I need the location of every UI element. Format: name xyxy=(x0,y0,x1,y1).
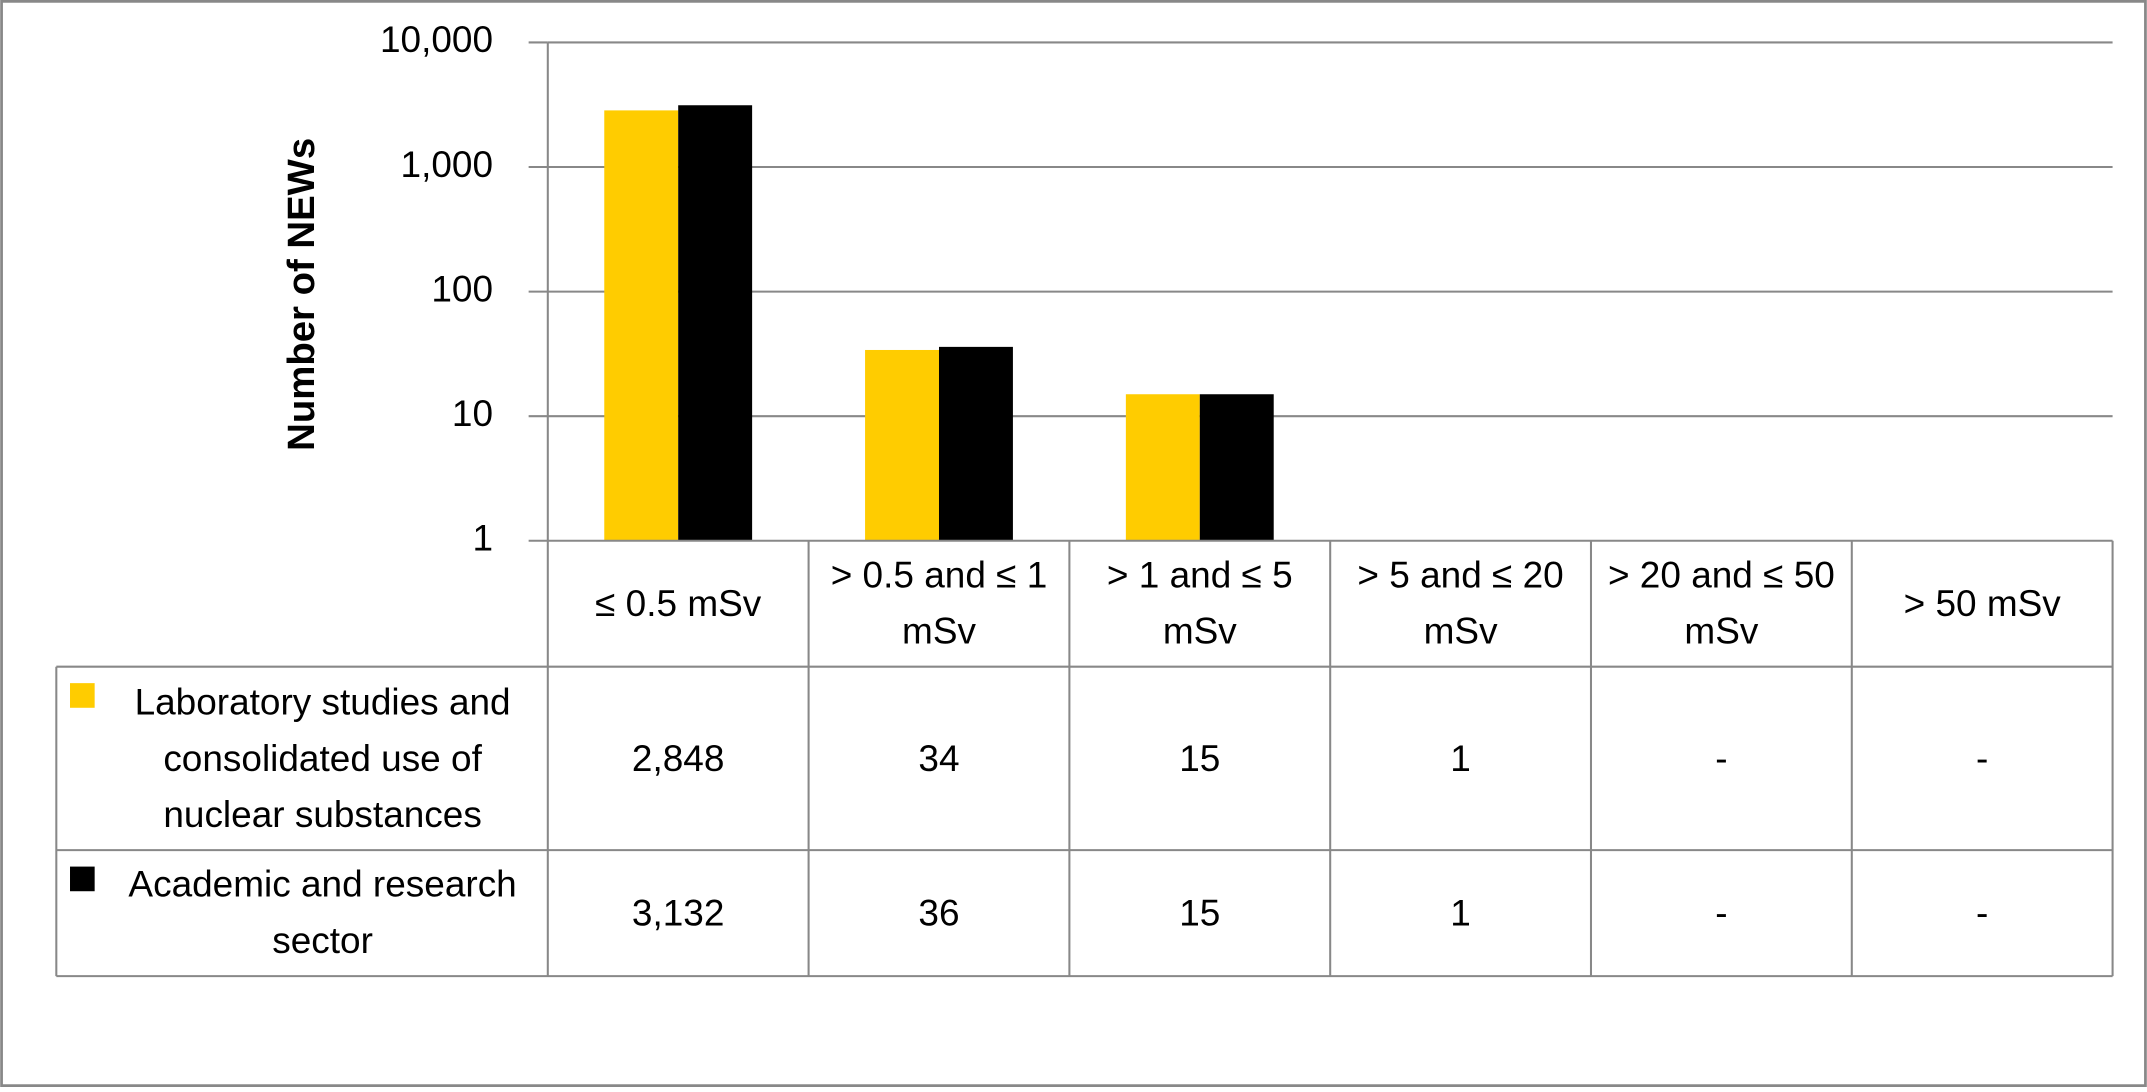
value-label: - xyxy=(1715,737,1728,779)
value-label: - xyxy=(1976,737,1989,779)
table-cell: 3,132 xyxy=(631,891,725,933)
table-cell: 36 xyxy=(918,891,960,933)
value-label: 15 xyxy=(1179,737,1221,779)
value-label: 36 xyxy=(918,891,960,933)
bar xyxy=(865,349,939,541)
y-tick-label: 100 xyxy=(431,268,493,309)
bar xyxy=(938,346,1013,541)
row-header: Laboratory studies and consolidated use … xyxy=(56,667,547,850)
header-cell: > 0.5 and ≤ 1 mSv xyxy=(830,554,1048,652)
x-tick-label: ≤ 0.5 mSv xyxy=(595,582,762,624)
table-cell: 1 xyxy=(1450,737,1471,779)
x-tick-label: > 1 and ≤ 5 mSv xyxy=(1106,554,1293,652)
legend-label: Academic and research sector xyxy=(128,863,517,962)
table-cell: 15 xyxy=(1179,891,1221,933)
table-cell: 34 xyxy=(918,737,960,779)
value-label: - xyxy=(1976,891,1989,933)
table-cell: 2,848 xyxy=(631,737,725,779)
table-cell: - xyxy=(1715,737,1728,779)
bar xyxy=(1199,394,1274,541)
value-label: 1 xyxy=(1450,737,1471,779)
legend-swatch xyxy=(70,683,95,708)
x-tick-label: > 20 and ≤ 50 mSv xyxy=(1607,554,1835,652)
y-tick-label: 1,000 xyxy=(401,144,493,185)
x-tick-label: > 0.5 and ≤ 1 mSv xyxy=(830,554,1048,652)
table-cell: 15 xyxy=(1179,737,1221,779)
y-tick-label: 1 xyxy=(472,518,493,559)
header-cell: > 5 and ≤ 20 mSv xyxy=(1357,554,1564,652)
y-tick-label: 10 xyxy=(452,393,493,434)
value-label: 2,848 xyxy=(631,737,725,779)
x-tick-label: > 5 and ≤ 20 mSv xyxy=(1357,554,1564,652)
bar xyxy=(678,105,753,541)
header-cell: > 1 and ≤ 5 mSv xyxy=(1106,554,1293,652)
header-cell: > 50 mSv xyxy=(1903,582,2061,624)
legend-entry: Academic and research sector xyxy=(56,850,547,976)
table-cell: 1 xyxy=(1450,891,1471,933)
header-cell: > 20 and ≤ 50 mSv xyxy=(1607,554,1835,652)
value-label: 1 xyxy=(1450,891,1471,933)
x-tick-label: > 50 mSv xyxy=(1903,582,2061,624)
value-label: 34 xyxy=(918,737,960,779)
legend-label: Laboratory studies and consolidated use … xyxy=(134,681,511,835)
y-tick-label: 10,000 xyxy=(380,19,493,60)
value-label: 15 xyxy=(1179,891,1221,933)
bar xyxy=(1125,394,1200,541)
header-cell: ≤ 0.5 mSv xyxy=(595,582,762,624)
table-cell: - xyxy=(1715,891,1728,933)
legend-swatch xyxy=(70,866,95,892)
table-cell: - xyxy=(1976,891,1989,933)
value-label: - xyxy=(1715,891,1728,933)
value-label: 3,132 xyxy=(631,891,725,933)
bar xyxy=(604,110,679,541)
y-axis-title: Number of NEWs xyxy=(280,138,323,451)
row-header: Academic and research sector xyxy=(56,850,547,976)
table-cell: - xyxy=(1976,737,1989,779)
legend-entry: Laboratory studies and consolidated use … xyxy=(56,667,547,850)
